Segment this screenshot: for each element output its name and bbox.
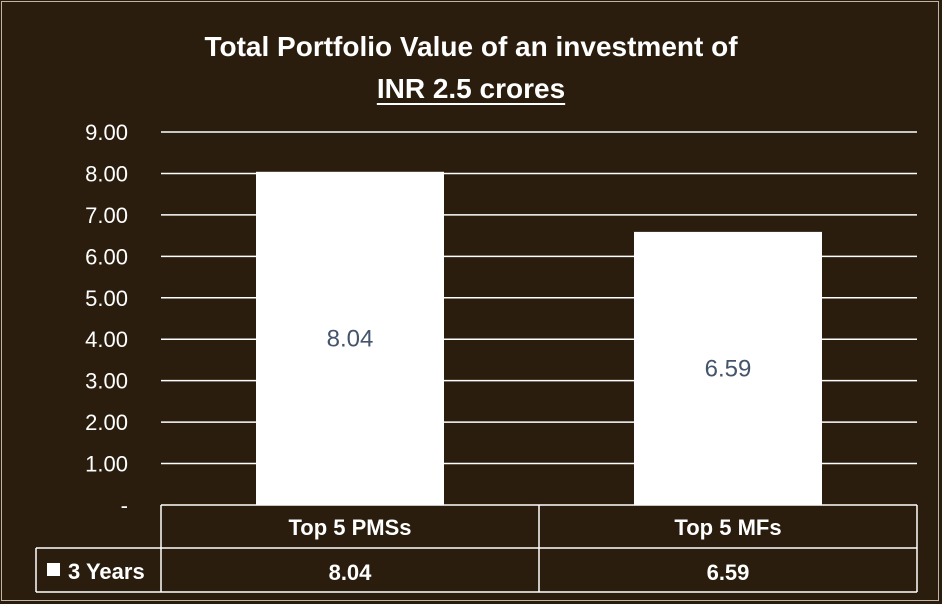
bar <box>256 171 444 505</box>
y-tick-label: 7.00 <box>85 203 128 228</box>
chart-title: Total Portfolio Value of an investment o… <box>0 26 942 110</box>
bar-data-label: 8.04 <box>327 325 374 352</box>
category-label: Top 5 PMSs <box>288 515 411 540</box>
legend-key <box>47 563 60 576</box>
chart-title-line1: Total Portfolio Value of an investment o… <box>204 31 738 62</box>
y-tick-label: - <box>121 493 128 518</box>
bar <box>634 231 822 505</box>
table-value: 8.04 <box>329 560 373 585</box>
y-tick-label: 9.00 <box>85 120 128 145</box>
y-tick-label: 8.00 <box>85 161 128 186</box>
y-tick-label: 6.00 <box>85 244 128 269</box>
bar-data-label: 6.59 <box>705 355 752 382</box>
category-label: Top 5 MFs <box>674 515 781 540</box>
legend-label: 3 Years <box>68 559 145 584</box>
table-value: 6.59 <box>707 560 750 585</box>
y-tick-label: 3.00 <box>85 369 128 394</box>
y-tick-label: 5.00 <box>85 286 128 311</box>
y-tick-label: 2.00 <box>85 410 128 435</box>
y-tick-label: 4.00 <box>85 327 128 352</box>
y-tick-label: 1.00 <box>85 452 128 477</box>
chart-title-line2: INR 2.5 crores <box>376 73 566 104</box>
